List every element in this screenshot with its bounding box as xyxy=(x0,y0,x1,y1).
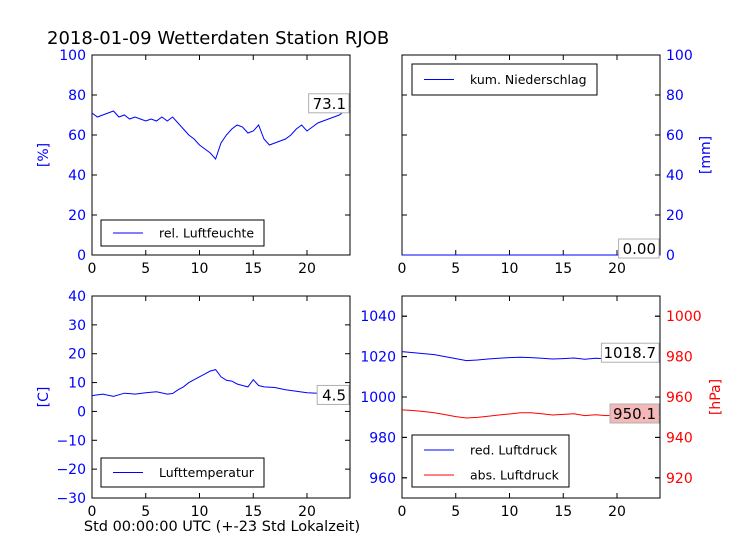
x-tick-label: 20 xyxy=(298,261,316,277)
y-axis-label: [C] xyxy=(36,387,52,408)
y-tick-label: 60 xyxy=(666,128,684,144)
legend-entry: abs. Luftdruck xyxy=(470,468,560,483)
value-box xyxy=(609,403,660,424)
legend-entry: Lufttemperatur xyxy=(159,465,255,480)
x-tick-label: 20 xyxy=(608,504,626,520)
y-tick-label: 1000 xyxy=(360,390,396,406)
series-line xyxy=(91,108,351,160)
series-line xyxy=(91,369,351,399)
x-tick-label: 15 xyxy=(554,261,572,277)
value-box xyxy=(600,342,660,363)
y-tick-label: 1020 xyxy=(360,350,396,366)
y-tick-label: 0 xyxy=(77,404,86,420)
panel-pressure: 0 5 10 15 20 960 980 1000 1020 1040 920 940 960 980 10… xyxy=(360,295,724,520)
x-tick-label: 0 xyxy=(398,504,407,520)
y-tick-label: 80 xyxy=(666,88,684,104)
legend-entry: red. Luftdruck xyxy=(470,443,558,458)
last-value-label: 0.00 xyxy=(623,240,656,258)
x-tick-label: 0 xyxy=(88,504,97,520)
y-tick-label: 20 xyxy=(666,208,684,224)
y-tick-label: 30 xyxy=(68,318,86,334)
x-tick-label: 10 xyxy=(191,261,209,277)
y-tick-label: −30 xyxy=(56,491,86,507)
y-tick-label: 20 xyxy=(68,347,86,363)
y-tick-label: 100 xyxy=(59,48,86,64)
y-tick-label: 920 xyxy=(666,471,693,487)
x-tick-label: 5 xyxy=(451,504,460,520)
value-box xyxy=(618,238,660,259)
x-tick-label: 20 xyxy=(298,504,316,520)
y-tick-label: 10 xyxy=(68,376,86,392)
y-tick-label: 940 xyxy=(666,430,693,446)
x-tick-label: 5 xyxy=(141,504,150,520)
panel-humidity: 0 5 10 15 20 0 20 40 60 80 100 [%] 73.1 rel. Luftfeuc… xyxy=(36,48,351,277)
last-value-label: 950.1 xyxy=(613,405,656,423)
x-tick-label: 5 xyxy=(141,261,150,277)
x-tick-label: 10 xyxy=(501,261,519,277)
x-tick-label: 0 xyxy=(398,261,407,277)
y-tick-label: 40 xyxy=(68,168,86,184)
legend: kum. Niederschlag xyxy=(411,63,598,96)
y-tick-label: 20 xyxy=(68,208,86,224)
panel-precipitation: 0 5 10 15 20 0 20 40 60 80 100 [mm] 0.00 kum. Nieders… xyxy=(398,48,714,277)
panel-temperature: 0 5 10 15 20 −30 −20 −10 0 10 20 30 40 [C] 4.5 Lufttemp… xyxy=(36,289,351,520)
y-tick-label: 100 xyxy=(666,48,693,64)
x-tick-label: 10 xyxy=(191,504,209,520)
y-tick-label: 1000 xyxy=(666,309,702,325)
y-tick-label: −20 xyxy=(56,462,86,478)
legend: Lufttemperatur xyxy=(100,457,265,488)
x-axis-caption: Std 00:00:00 UTC (+-23 Std Lokalzeit) xyxy=(84,519,360,535)
x-tick-label: 15 xyxy=(554,504,572,520)
x-tick-label: 10 xyxy=(501,504,519,520)
plot-frame xyxy=(91,54,351,256)
y-tick-label: 960 xyxy=(369,471,396,487)
last-value-label: 4.5 xyxy=(322,386,346,404)
legend: rel. Luftfeuchte xyxy=(100,219,265,247)
y-tick-label: −10 xyxy=(56,433,86,449)
y-tick-label: 1040 xyxy=(360,309,396,325)
y-tick-label: 60 xyxy=(68,128,86,144)
y-axis-label: [mm] xyxy=(698,136,714,174)
legend-box xyxy=(411,434,570,488)
x-tick-label: 0 xyxy=(88,261,97,277)
x-tick-label: 15 xyxy=(244,261,262,277)
y-tick-label: 980 xyxy=(369,430,396,446)
x-tick-label: 5 xyxy=(451,261,460,277)
y-axis-label-right: [hPa] xyxy=(708,379,724,415)
y-tick-label: 0 xyxy=(666,248,675,264)
y-tick-label: 40 xyxy=(666,168,684,184)
value-box xyxy=(316,384,350,405)
legend-entry: kum. Niederschlag xyxy=(470,72,587,87)
y-tick-label: 960 xyxy=(666,390,693,406)
figure-title: 2018-01-09 Wetterdaten Station RJOB xyxy=(47,28,389,49)
x-tick-label: 15 xyxy=(244,504,262,520)
last-value-label: 1018.7 xyxy=(604,344,657,362)
y-tick-label: 0 xyxy=(77,248,86,264)
y-tick-label: 40 xyxy=(68,289,86,305)
value-box xyxy=(308,93,350,114)
plot-frame xyxy=(91,295,351,499)
last-value-label: 73.1 xyxy=(313,95,346,113)
y-tick-label: 80 xyxy=(68,88,86,104)
x-tick-label: 20 xyxy=(608,261,626,277)
y-tick-label: 980 xyxy=(666,350,693,366)
y-axis-label: [%] xyxy=(36,143,52,167)
legend: red. Luftdruck abs. Luftdruck xyxy=(411,434,570,488)
legend-entry: rel. Luftfeuchte xyxy=(159,226,254,241)
